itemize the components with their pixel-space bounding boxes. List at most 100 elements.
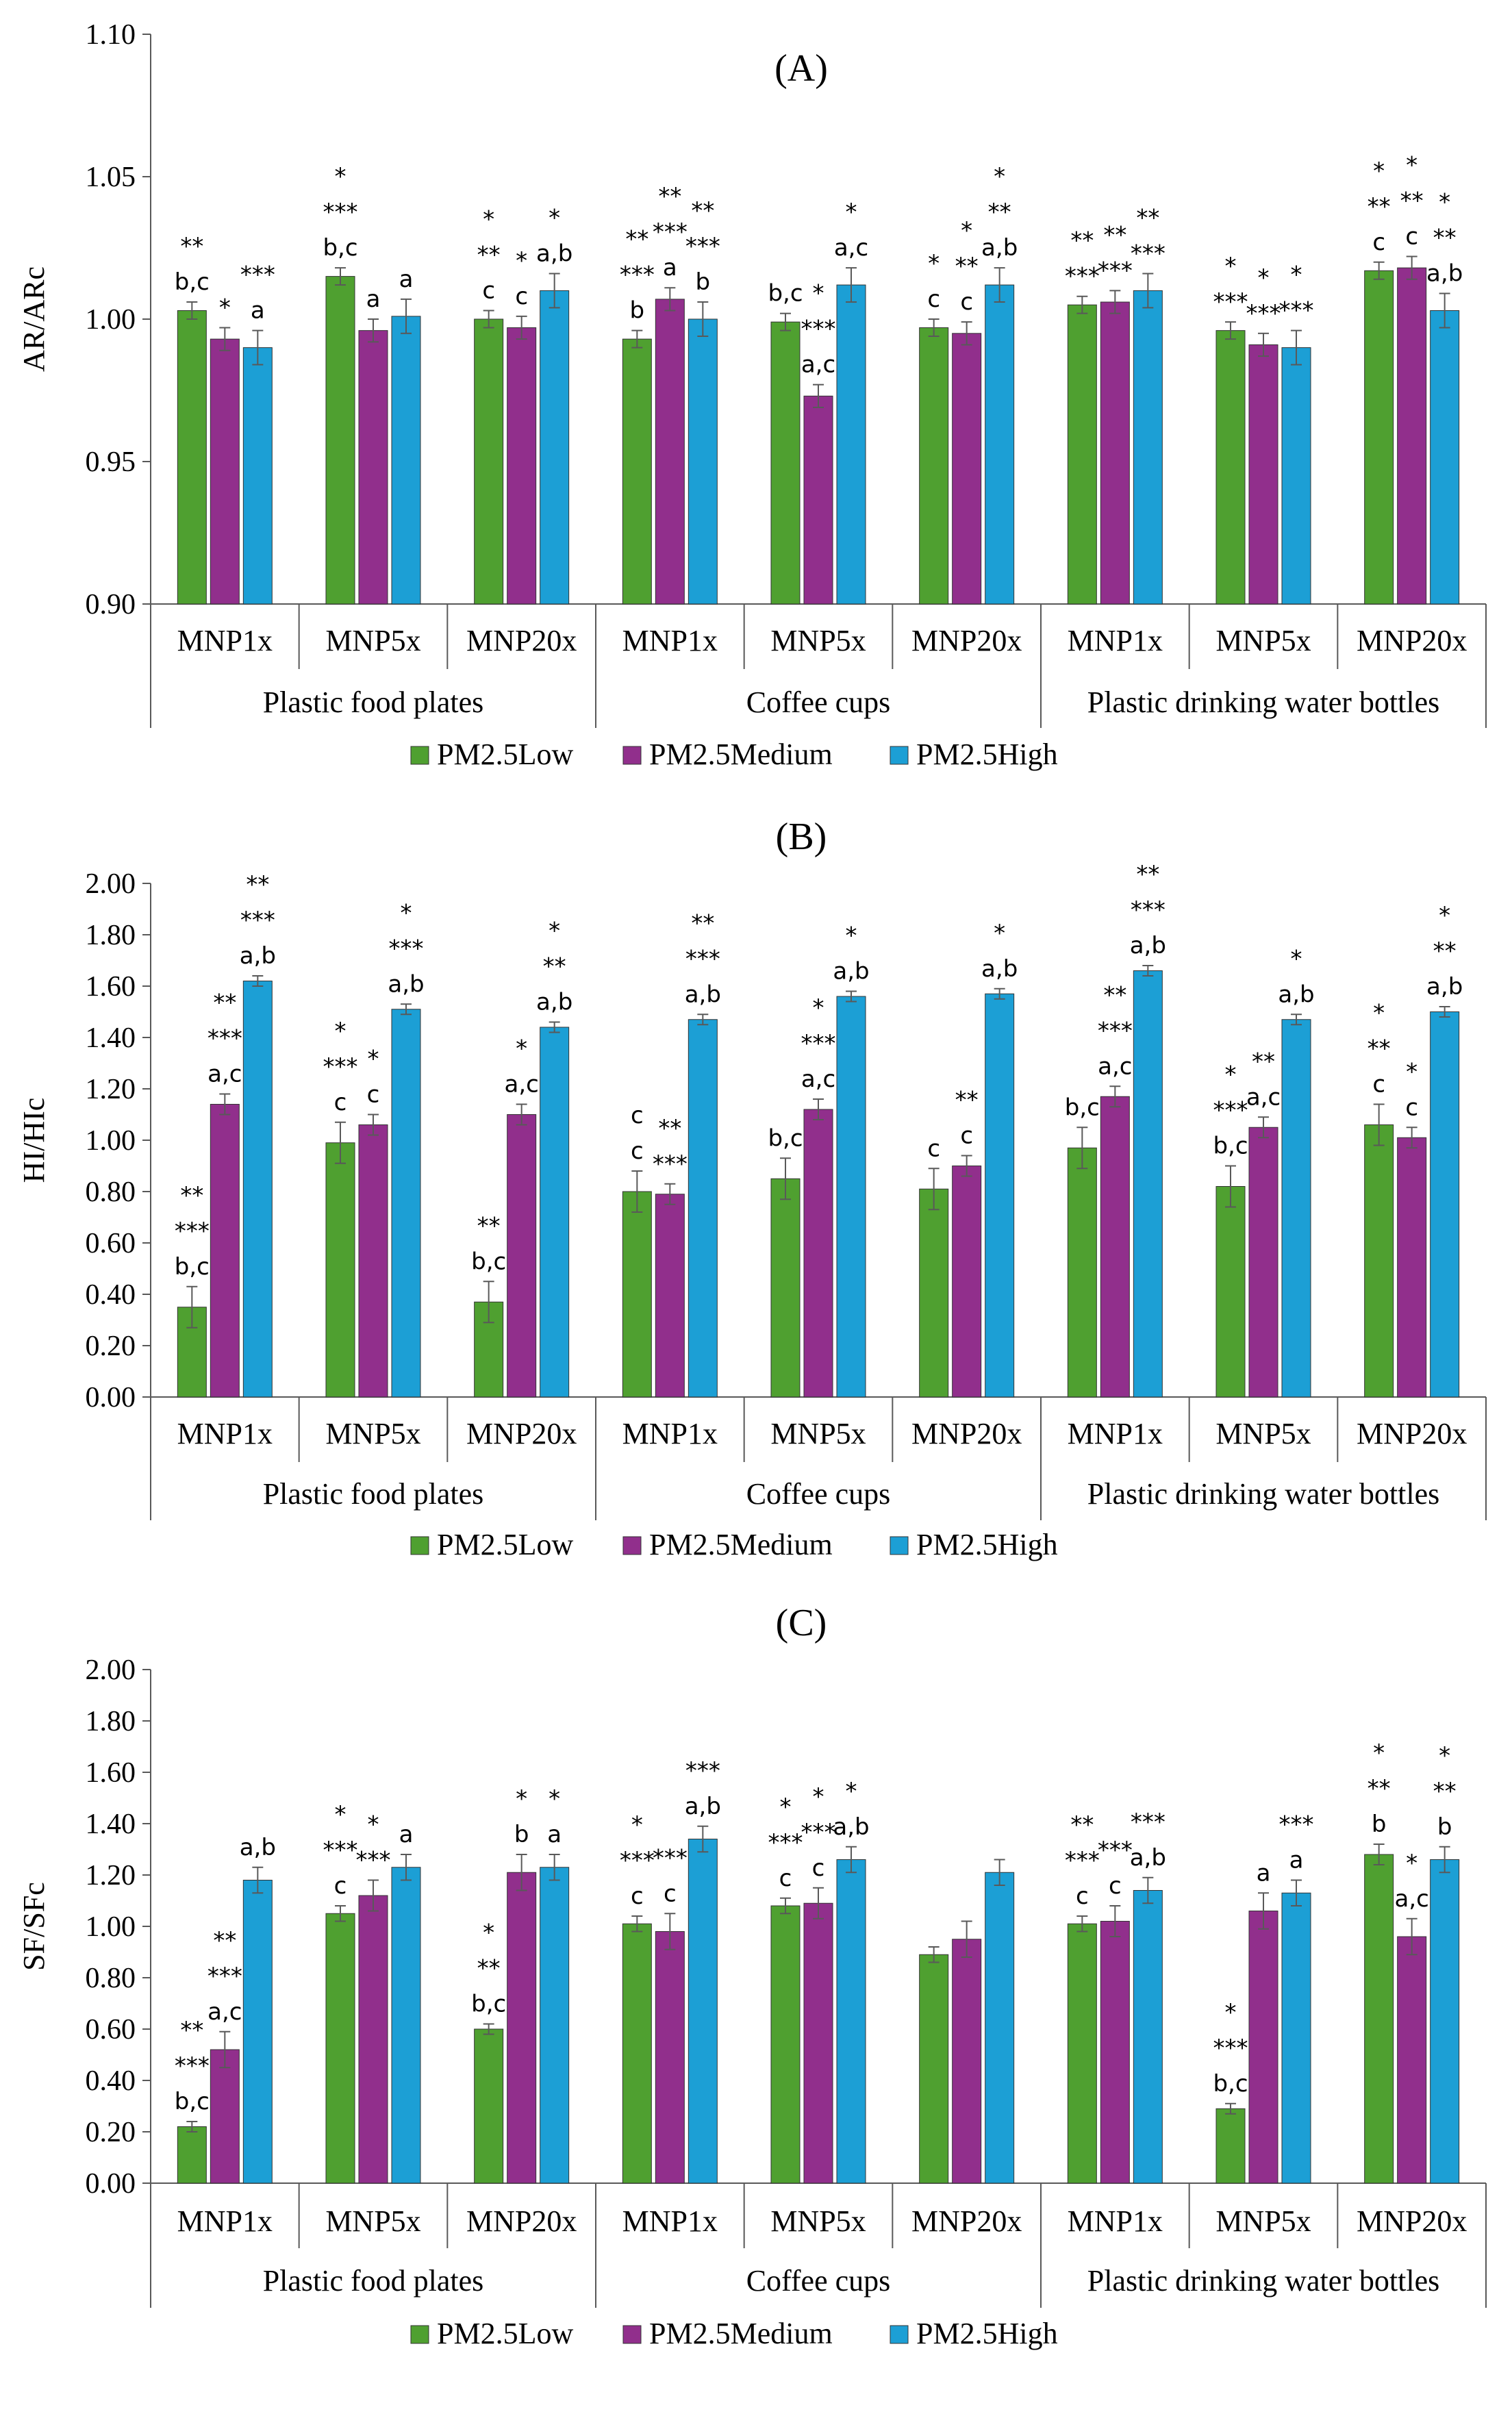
significance-label: ***a,b (685, 1757, 721, 1820)
bar-pm2-5high (391, 1009, 421, 1398)
bar-pm2-5low (474, 2028, 504, 2184)
category-label: MNP5x (1215, 2204, 1311, 2238)
significance-label: c (927, 1135, 940, 1162)
significance-label: * *** c (620, 1811, 655, 1910)
category-label: MNP5x (325, 2204, 420, 2238)
category-label: MNP5x (770, 624, 866, 657)
bar-pm2-5low (770, 1905, 801, 2184)
y-tick-label: 0.20 (86, 2117, 136, 2148)
category-label: MNP20x (911, 2204, 1022, 2238)
category-label: MNP5x (770, 1417, 866, 1450)
significance-label: * *** a,c (801, 280, 836, 379)
y-tick-label: 0.20 (86, 1331, 136, 1362)
category-label: MNP5x (1215, 624, 1311, 657)
bar-pm2-5high (1133, 1890, 1163, 2184)
significance-label: a (399, 1821, 414, 1848)
significance-label: ** *** a,c (1098, 981, 1133, 1080)
y-tick-label: 0.80 (86, 1963, 136, 1994)
significance-label: * *** (1279, 262, 1314, 325)
bar-pm2-5low (1215, 2108, 1246, 2184)
chart-panel-b: (B) HI/HIc 0.00 0.20 0.40 0.60 0.80 1.00 1.20 1.4… (17, 816, 1487, 1561)
category-label: MNP1x (622, 2204, 718, 2238)
significance-label: ***a,b (1130, 1809, 1166, 1872)
bar-pm2-5low (770, 321, 801, 605)
bar-pm2-5medium (358, 330, 388, 605)
bar-pm2-5high (242, 347, 273, 605)
significance-label: ** b,c (471, 1212, 506, 1275)
y-tick-label: 1.80 (86, 1706, 136, 1737)
legend-swatch (410, 1536, 429, 1555)
significance-label: ***c (1098, 1837, 1133, 1900)
significance-label: ** *** (1098, 221, 1133, 284)
legend-label: PM2.5Medium (649, 738, 833, 771)
bar-pm2-5high (688, 318, 718, 605)
significance-label: ** *** a,b (685, 909, 721, 1008)
category-label: MNP20x (911, 1417, 1022, 1450)
significance-label: ** *** b (620, 226, 655, 325)
category-label: MNP5x (1215, 1417, 1311, 1450)
bar-pm2-5high (1430, 310, 1460, 605)
bar-pm2-5high (985, 284, 1015, 605)
legend-label: PM2.5Low (437, 1528, 573, 1561)
category-label: MNP20x (911, 624, 1022, 657)
bar-pm2-5low (177, 310, 207, 605)
bar-pm2-5high (1133, 290, 1163, 605)
y-tick-label: 2.00 (86, 868, 136, 900)
bar-pm2-5low (1364, 1124, 1394, 1398)
bar-pm2-5medium (1397, 1137, 1427, 1398)
significance-label: ** a,c (1246, 1048, 1281, 1111)
significance-label: * ** b (1433, 1742, 1457, 1841)
significance-label: * *** (1213, 253, 1248, 316)
significance-label: * a,c (504, 1035, 538, 1098)
bar-pm2-5medium (210, 2049, 240, 2184)
significance-label: * *** (356, 1811, 391, 1874)
bar-pm2-5low (1364, 1854, 1394, 2184)
significance-label: b,c (768, 1124, 803, 1152)
bar-pm2-5high (688, 1839, 718, 2184)
y-tick-label: 0.95 (86, 446, 136, 478)
group-label: Plastic food plates (263, 685, 484, 719)
bar-pm2-5medium (507, 1114, 537, 1398)
bar-pm2-5high (836, 284, 866, 605)
group-label: Coffee cups (746, 2264, 891, 2298)
y-tick-label: 0.60 (86, 1228, 136, 1259)
significance-label: ** *** a (653, 183, 688, 281)
significance-label: ** *** b (685, 197, 720, 296)
significance-label: b,c (768, 280, 803, 307)
bar-pm2-5high (540, 290, 570, 605)
y-axis-label: AR/ARc (17, 266, 51, 372)
bar-pm2-5medium (507, 327, 537, 605)
category-label: MNP1x (1068, 624, 1163, 657)
significance-label: a (366, 286, 381, 313)
significance-label: * *** c (323, 1018, 358, 1116)
significance-label: ** *** a,c (207, 990, 242, 1088)
legend-swatch (622, 1536, 642, 1555)
y-tick-label: 0.40 (86, 2065, 136, 2097)
chart-title: (C) (776, 1602, 827, 1644)
bar-pm2-5low (325, 1142, 355, 1398)
significance-label: * b (514, 1785, 529, 1848)
legend-label: PM2.5Low (437, 2317, 573, 2350)
bar-pm2-5low (1067, 1923, 1097, 2184)
bar-pm2-5medium (210, 338, 240, 605)
category-label: MNP1x (177, 1417, 273, 1450)
significance-label: a (399, 266, 414, 293)
bar-pm2-5high (391, 1867, 421, 2184)
group-label: Plastic food plates (263, 2264, 484, 2298)
significance-label: ***a,b (1426, 902, 1463, 1001)
bar-pm2-5high (1281, 1892, 1311, 2184)
bar-pm2-5medium (1100, 301, 1130, 605)
bar-pm2-5low (1067, 304, 1097, 605)
category-label: MNP20x (466, 2204, 577, 2238)
y-tick-label: 1.00 (86, 304, 136, 336)
bar-pm2-5low (1364, 270, 1394, 605)
significance-label: ** *** a,b (1130, 861, 1166, 959)
y-tick-label: 1.20 (86, 1860, 136, 1891)
significance-label: ***a,b (981, 163, 1018, 262)
significance-label: a,b (240, 1834, 276, 1861)
bar-pm2-5high (540, 1027, 570, 1398)
group-label: Plastic drinking water bottles (1087, 2264, 1439, 2298)
category-label: MNP20x (1357, 1417, 1467, 1450)
legend-swatch (890, 2325, 909, 2344)
bar-pm2-5high (985, 1872, 1015, 2184)
